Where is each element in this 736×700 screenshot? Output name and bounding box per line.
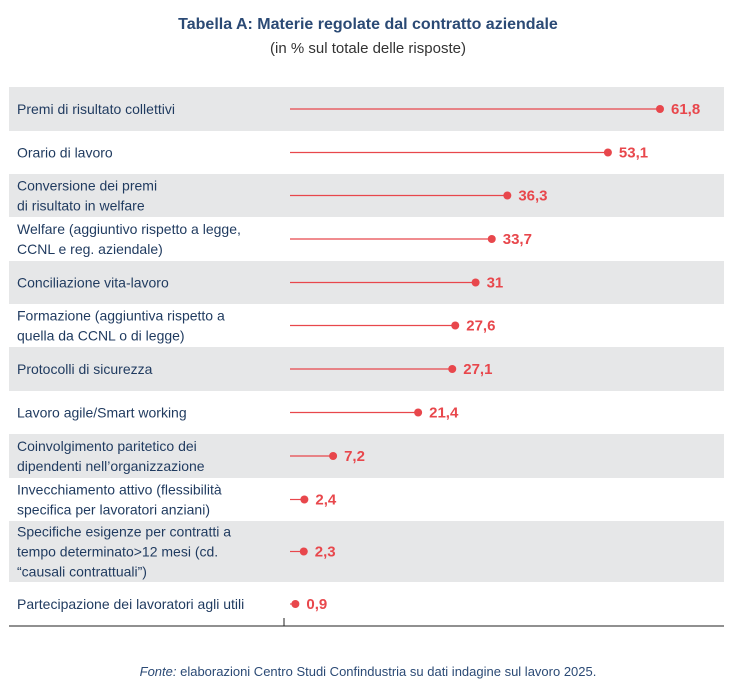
category-label: Partecipazione dei lavoratori agli utili <box>17 596 244 612</box>
category-label: di risultato in welfare <box>17 198 145 214</box>
category-label: specifica per lavoratori anziani) <box>17 502 210 518</box>
value-label: 0,9 <box>306 596 327 613</box>
value-label: 61,8 <box>671 101 700 118</box>
category-label: Premi di risultato collettivi <box>17 101 175 117</box>
category-label: Orario di lavoro <box>17 145 113 161</box>
data-point <box>300 495 309 504</box>
row-band <box>9 521 724 582</box>
category-label: quella da CCNL o di legge) <box>17 328 185 344</box>
source-text: elaborazioni Centro Studi Confindustria … <box>176 664 597 679</box>
category-label: dipendenti nell’organizzazione <box>17 458 205 474</box>
data-point <box>451 321 460 330</box>
source-note: Fonte: elaborazioni Centro Studi Confind… <box>0 664 736 679</box>
value-label: 2,3 <box>315 544 336 561</box>
value-label: 33,7 <box>503 231 532 248</box>
data-point <box>448 365 457 373</box>
data-point <box>299 547 308 556</box>
data-point <box>329 452 338 460</box>
lollipop-chart: Premi di risultato collettivi 61,8 Orario … <box>9 87 724 627</box>
chart-subtitle: (in % sul totale delle risposte) <box>270 40 466 57</box>
category-label: Protocolli di sicurezza <box>17 361 153 377</box>
value-label: 36,3 <box>518 188 547 205</box>
source-label: Fonte: <box>139 664 177 679</box>
data-point <box>471 278 480 287</box>
data-point <box>487 235 496 243</box>
category-label: Welfare (aggiuntivo rispetto a legge, <box>17 221 241 237</box>
value-label: 2,4 <box>315 492 337 509</box>
data-point <box>656 105 664 113</box>
data-point <box>414 408 423 417</box>
data-point <box>291 600 300 608</box>
value-label: 53,1 <box>619 145 648 162</box>
category-label: Conversione dei premi <box>17 178 157 194</box>
category-label: CCNL e reg. aziendale) <box>17 241 163 257</box>
category-label: Conciliazione vita-lavoro <box>17 275 169 291</box>
category-label: Formazione (aggiuntiva rispetto a <box>17 308 225 324</box>
category-label: tempo determinato>12 mesi (cd. <box>17 544 218 560</box>
value-label: 27,1 <box>463 361 492 378</box>
category-label: “causali contrattuali”) <box>17 564 147 580</box>
value-label: 21,4 <box>429 405 459 422</box>
data-point <box>603 148 612 157</box>
value-label: 27,6 <box>466 318 495 335</box>
category-label: Invecchiamento attivo (flessibilità <box>17 482 222 498</box>
value-label: 7,2 <box>344 448 365 465</box>
category-label: Specifiche esigenze per contratti a <box>17 524 231 540</box>
category-label: Lavoro agile/Smart working <box>17 405 187 421</box>
category-label: Coinvolgimento paritetico dei <box>17 438 197 454</box>
data-point <box>503 191 512 200</box>
value-label: 31 <box>487 275 504 292</box>
chart-title: Tabella A: Materie regolate dal contratt… <box>178 16 558 33</box>
row-band <box>9 434 724 478</box>
